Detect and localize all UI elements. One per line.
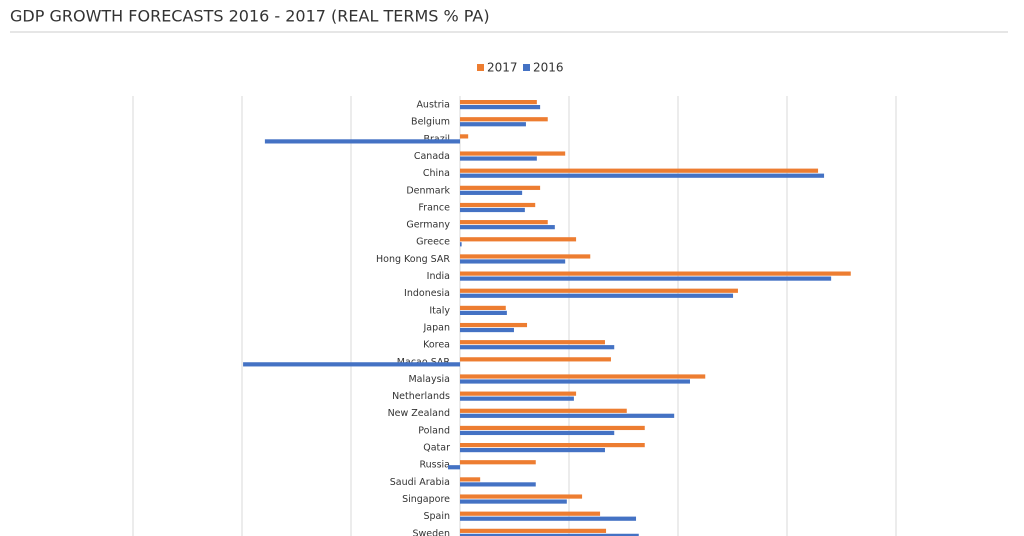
category-label: Austria xyxy=(416,100,450,111)
bar xyxy=(460,391,577,396)
bar xyxy=(460,345,615,350)
bar xyxy=(460,185,541,190)
legend-swatch xyxy=(477,64,484,71)
bar xyxy=(460,288,738,293)
category-label: Netherlands xyxy=(392,391,450,402)
bar xyxy=(460,202,536,208)
bar xyxy=(448,465,460,470)
bar xyxy=(264,139,460,144)
category-label: India xyxy=(427,271,450,282)
bar xyxy=(460,305,506,310)
bar xyxy=(460,482,536,487)
category-label: Indonesia xyxy=(404,288,450,299)
category-label: Sweden xyxy=(412,528,450,536)
bar xyxy=(460,173,825,178)
bar xyxy=(460,430,615,436)
bar xyxy=(460,293,734,298)
bar xyxy=(460,340,605,345)
bar xyxy=(460,168,819,173)
bar xyxy=(460,448,605,453)
category-label: Japan xyxy=(423,322,451,333)
bar xyxy=(460,225,555,230)
bar xyxy=(460,327,514,333)
bar xyxy=(460,134,469,139)
bar xyxy=(460,105,541,110)
bar xyxy=(460,259,566,264)
category-label: Qatar xyxy=(423,443,450,454)
bar xyxy=(460,310,507,315)
legend-label: 2016 xyxy=(533,61,564,75)
bar xyxy=(460,207,525,213)
category-label: Korea xyxy=(423,340,450,351)
category-label: Belgium xyxy=(411,117,450,128)
bar xyxy=(460,151,566,156)
chart-title: GDP GROWTH FORECASTS 2016 - 2017 (REAL T… xyxy=(10,7,490,26)
category-label: Germany xyxy=(406,220,450,231)
category-label: China xyxy=(423,168,450,179)
category-label: Italy xyxy=(429,305,450,316)
category-label: Singapore xyxy=(402,494,450,505)
category-label: France xyxy=(418,202,450,213)
bar xyxy=(460,357,611,362)
bar xyxy=(460,477,481,482)
bar xyxy=(460,322,528,328)
bar xyxy=(460,271,851,276)
bar xyxy=(460,254,591,259)
bar xyxy=(460,220,548,225)
bar xyxy=(460,425,645,431)
category-label: Saudi Arabia xyxy=(390,477,450,488)
category-label: Greece xyxy=(416,237,450,248)
bar xyxy=(460,117,548,122)
bar xyxy=(460,242,462,247)
bar xyxy=(460,499,567,504)
bar xyxy=(460,237,577,242)
category-label: Russia xyxy=(419,460,450,471)
bar xyxy=(460,443,645,448)
bar xyxy=(243,362,460,367)
bar xyxy=(460,122,526,127)
bar xyxy=(460,516,637,521)
bar xyxy=(460,511,601,516)
bar xyxy=(460,190,523,195)
category-label: Denmark xyxy=(406,185,450,196)
bar xyxy=(460,374,706,379)
bar xyxy=(460,100,537,105)
bar xyxy=(460,396,574,401)
bar xyxy=(460,276,832,281)
category-label: Poland xyxy=(418,425,450,436)
category-label: Malaysia xyxy=(408,374,450,385)
bar xyxy=(460,494,583,499)
legend-label: 2017 xyxy=(487,61,518,75)
bar xyxy=(460,413,675,418)
bar xyxy=(460,156,537,161)
bar xyxy=(460,379,690,384)
bar xyxy=(460,528,607,533)
category-label: Canada xyxy=(414,151,450,162)
category-label: Hong Kong SAR xyxy=(376,254,450,265)
category-label: Spain xyxy=(423,511,450,522)
bar xyxy=(460,408,627,413)
legend-swatch xyxy=(523,64,530,71)
bar xyxy=(460,460,536,465)
bar xyxy=(460,533,639,536)
category-label: New Zealand xyxy=(388,408,450,419)
